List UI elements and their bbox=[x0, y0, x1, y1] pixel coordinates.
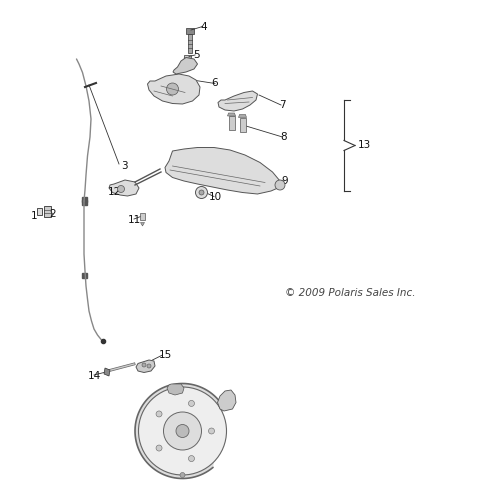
Polygon shape bbox=[238, 114, 246, 117]
Polygon shape bbox=[44, 206, 51, 217]
Circle shape bbox=[188, 456, 194, 462]
Text: 7: 7 bbox=[279, 100, 286, 110]
Text: 2: 2 bbox=[49, 209, 56, 219]
Polygon shape bbox=[82, 272, 87, 278]
Circle shape bbox=[142, 363, 146, 367]
Polygon shape bbox=[109, 180, 139, 196]
Circle shape bbox=[156, 411, 162, 417]
Circle shape bbox=[138, 387, 226, 475]
Text: 11: 11 bbox=[128, 215, 140, 225]
Polygon shape bbox=[167, 384, 184, 395]
Circle shape bbox=[156, 445, 162, 451]
Polygon shape bbox=[228, 116, 234, 130]
Circle shape bbox=[166, 83, 178, 95]
Text: 1: 1 bbox=[30, 211, 38, 221]
Text: © 2009 Polaris Sales Inc.: © 2009 Polaris Sales Inc. bbox=[285, 288, 415, 298]
Text: 13: 13 bbox=[358, 140, 370, 150]
Text: 5: 5 bbox=[193, 50, 200, 60]
Polygon shape bbox=[140, 222, 144, 226]
Polygon shape bbox=[136, 360, 155, 372]
Circle shape bbox=[147, 364, 151, 368]
Text: 4: 4 bbox=[200, 22, 207, 32]
Text: 8: 8 bbox=[280, 132, 287, 142]
Circle shape bbox=[188, 400, 194, 406]
Circle shape bbox=[208, 428, 214, 434]
Polygon shape bbox=[165, 148, 280, 194]
Polygon shape bbox=[82, 200, 86, 204]
Text: 9: 9 bbox=[282, 176, 288, 186]
Polygon shape bbox=[135, 384, 224, 478]
Circle shape bbox=[180, 472, 185, 478]
Polygon shape bbox=[184, 55, 191, 66]
Polygon shape bbox=[82, 197, 86, 202]
Circle shape bbox=[118, 186, 124, 192]
Text: 14: 14 bbox=[88, 371, 101, 381]
Text: 6: 6 bbox=[212, 78, 218, 88]
Polygon shape bbox=[188, 34, 192, 52]
Text: 3: 3 bbox=[120, 161, 128, 171]
Text: 12: 12 bbox=[108, 187, 120, 197]
Text: 10: 10 bbox=[208, 192, 222, 202]
Polygon shape bbox=[228, 113, 235, 116]
Circle shape bbox=[196, 186, 207, 198]
Polygon shape bbox=[173, 58, 198, 74]
Circle shape bbox=[199, 190, 204, 195]
Polygon shape bbox=[218, 390, 236, 411]
Circle shape bbox=[164, 412, 202, 450]
Polygon shape bbox=[36, 208, 42, 215]
Polygon shape bbox=[140, 212, 145, 220]
Polygon shape bbox=[186, 28, 194, 34]
Polygon shape bbox=[218, 91, 258, 111]
Polygon shape bbox=[240, 118, 246, 132]
Circle shape bbox=[176, 424, 189, 438]
Text: 15: 15 bbox=[158, 350, 172, 360]
Polygon shape bbox=[148, 74, 200, 104]
Polygon shape bbox=[104, 368, 110, 376]
Circle shape bbox=[275, 180, 285, 190]
